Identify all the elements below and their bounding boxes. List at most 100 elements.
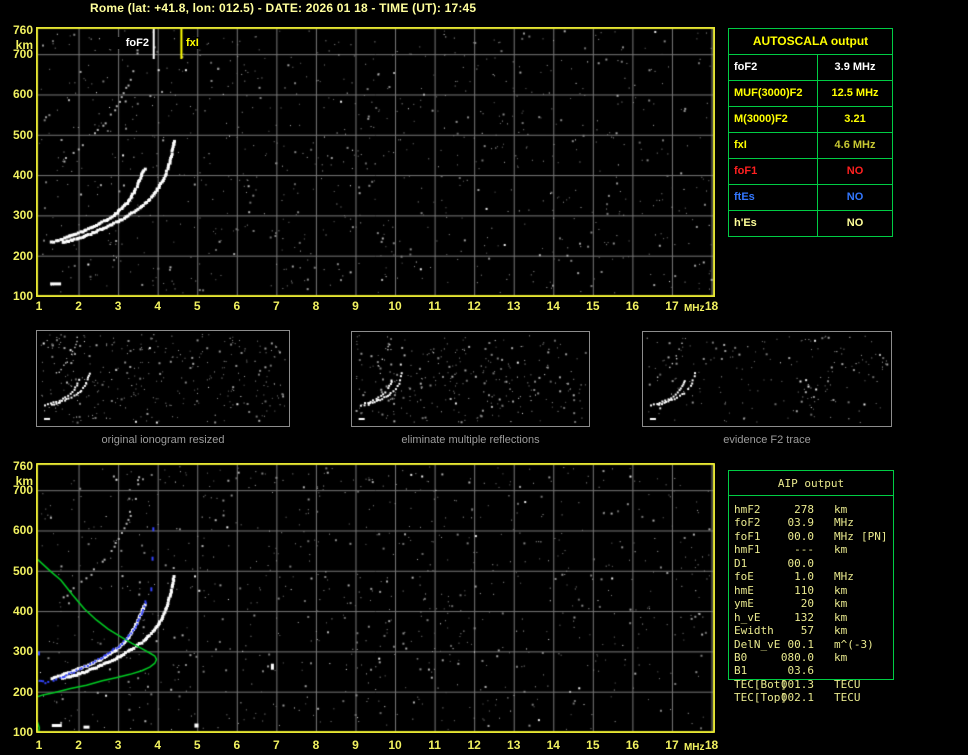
aip-parameter-label: DelN_vE — [734, 637, 781, 651]
x-tick-label: 16 — [625, 738, 640, 752]
x-tick-label: 9 — [352, 738, 359, 752]
x-tick-label: 13 — [507, 738, 521, 752]
x-tick-label: 10 — [388, 299, 402, 313]
x-tick-label: 5 — [193, 299, 201, 313]
aip-parameter-label: Ewidth — [734, 624, 774, 638]
parameter-value: NO — [817, 211, 892, 236]
x-tick-label: 17 — [665, 299, 679, 313]
parameter-value: NO — [817, 185, 892, 210]
aip-row-ewidth: Ewidth 57 km — [734, 624, 893, 637]
parameter-label: foF2 — [734, 61, 758, 73]
x-tick-label: 12 — [467, 738, 481, 752]
aip-parameter-value: 57 — [800, 624, 814, 638]
aip-parameter-note: [PN] — [861, 529, 888, 543]
x-tick-label: 15 — [586, 299, 600, 313]
aip-parameter-unit: MHz — [834, 570, 854, 584]
aip-parameter-value: 132 — [794, 610, 814, 624]
aip-parameter-label: hmE — [734, 583, 754, 597]
original-ionogram-canvas — [36, 330, 290, 427]
aip-parameter-value: 00.1 — [787, 637, 815, 651]
y-tick-label: 500 — [12, 563, 33, 578]
y-tick-label: 500 — [12, 127, 33, 142]
x-tick-label: 3 — [114, 299, 122, 313]
aip-row-hme: hmE 110 km — [734, 584, 893, 597]
x-tick-label: 14 — [546, 738, 560, 752]
aip-parameter-value: 278 — [794, 503, 814, 516]
x-tick-label: 7 — [273, 738, 280, 752]
aip-output-table: AIP output hmF2 278 km foF2 03.9 MHz foF1 00.0 M… — [728, 470, 894, 704]
y-tick-label: 700 — [12, 47, 33, 62]
panel-original-ionogram — [36, 330, 290, 427]
aip-parameter-unit: MHz — [834, 529, 854, 543]
x-tick-label: 14 — [546, 299, 560, 313]
aip-row-yme: ymE 20 km — [734, 597, 893, 610]
x-tick-label: 11 — [428, 299, 441, 313]
aip-row-fof1: foF1 00.0 MHz [PN] — [734, 530, 893, 543]
aip-parameter-unit: km — [834, 583, 848, 597]
parameter-label: h'Es — [734, 217, 757, 229]
aip-parameter-value: 002.1 — [780, 691, 814, 705]
x-tick-label: 18 — [704, 738, 719, 752]
autoscala-row-fof1: foF1 NO — [729, 158, 892, 184]
panel-evidence-f2 — [642, 331, 892, 427]
aip-parameter-label: B1 — [734, 664, 748, 678]
aip-parameter-label: B0 — [734, 650, 748, 664]
y-tick-label: 100 — [12, 288, 33, 303]
y-tick-label: 300 — [12, 208, 33, 223]
ionogram-bottom-plot — [36, 463, 715, 733]
evidence-f2-canvas — [642, 331, 892, 427]
aip-parameter-value: 001.3 — [780, 677, 814, 691]
aip-row-hve: h_vE 132 km — [734, 611, 893, 624]
panel-caption-eliminate: eliminate multiple reflections — [401, 434, 540, 446]
y-tick-label: 200 — [12, 684, 33, 699]
x-tick-label: 13 — [507, 299, 521, 313]
x-tick-label: 4 — [154, 299, 162, 313]
x-tick-label: 5 — [193, 738, 201, 752]
aip-row-foe: foE 1.0 MHz — [734, 570, 893, 583]
aip-row-tectop: TEC[Top] 002.1 TECU — [734, 691, 893, 704]
y-tick-label: 600 — [12, 523, 33, 538]
aip-parameter-label: D1 — [734, 556, 748, 570]
aip-row-hmf2: hmF2 278 km — [734, 503, 893, 516]
autoscala-row-ftes: ftEs NO — [729, 184, 892, 210]
x-tick-label: 4 — [154, 738, 162, 752]
aip-parameter-value: 20 — [800, 597, 814, 611]
x-tick-label: 8 — [312, 299, 320, 313]
x-tick-label: 6 — [233, 299, 241, 313]
parameter-value: 3.21 — [817, 107, 892, 132]
y-tick-label: 400 — [12, 604, 33, 619]
parameter-value: 12.5 MHz — [817, 81, 892, 106]
parameter-value: 4.6 MHz — [817, 133, 892, 158]
aip-parameter-unit: TECU — [834, 677, 861, 691]
x-tick-label: 3 — [114, 738, 122, 752]
aip-parameter-value: 110 — [794, 583, 814, 597]
aip-parameter-label: ymE — [734, 597, 754, 611]
aip-row-tecbot: TEC[Bot] 001.3 TECU — [734, 678, 893, 691]
fxI-marker-label: fxI — [185, 37, 200, 49]
y-tick-label: 200 — [12, 248, 33, 263]
parameter-value: 3.9 MHz — [817, 55, 892, 80]
top-ionogram-canvas — [36, 27, 715, 297]
parameter-value: NO — [817, 159, 892, 184]
x-axis-unit: MHz — [683, 303, 705, 314]
aip-parameter-value: 03.9 — [787, 516, 815, 530]
aip-parameter-label: hmF1 — [734, 543, 761, 557]
aip-parameter-label: h_vE — [734, 610, 761, 624]
aip-parameter-value: 00.0 — [787, 529, 815, 543]
aip-row-b0: B0 080.0 km — [734, 651, 893, 664]
aip-row-fof2: foF2 03.9 MHz — [734, 516, 893, 529]
parameter-label: M(3000)F2 — [734, 113, 788, 125]
aip-header-divider — [729, 495, 893, 496]
x-tick-label: 1 — [35, 738, 43, 752]
parameter-label: ftEs — [734, 191, 755, 203]
panel-caption-evidence: evidence F2 trace — [723, 434, 811, 446]
y-tick-label: 600 — [12, 87, 33, 102]
y-axis-unit: km — [15, 38, 33, 52]
aip-row-d1: D1 00.0 — [734, 557, 893, 570]
x-tick-label: 7 — [273, 299, 280, 313]
y-tick-label: 100 — [12, 724, 33, 739]
autoscala-output-table: AUTOSCALA output foF2 3.9 MHz MUF(3000)F2 1… — [728, 28, 893, 237]
eliminate-reflections-canvas — [351, 331, 590, 427]
x-tick-label: 2 — [75, 738, 82, 752]
